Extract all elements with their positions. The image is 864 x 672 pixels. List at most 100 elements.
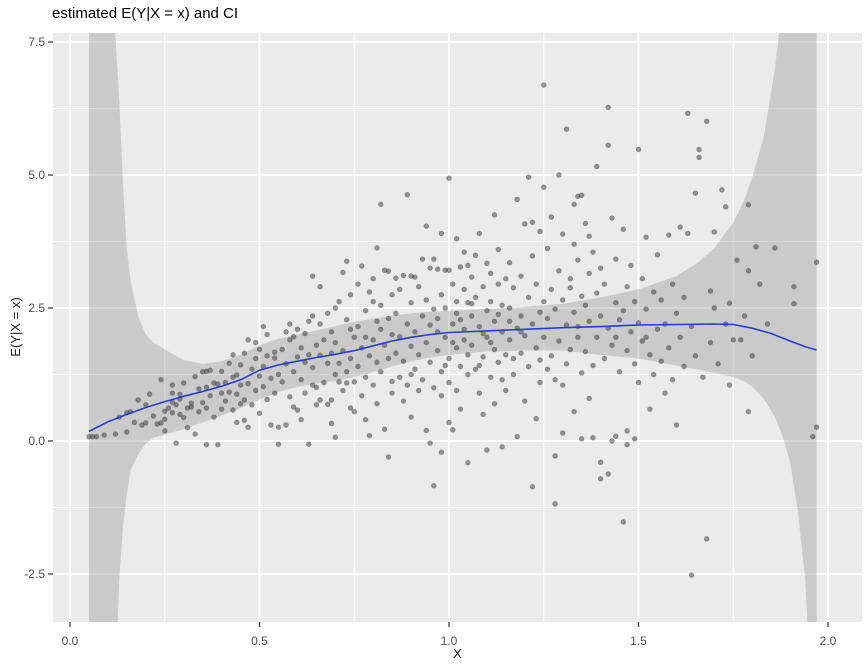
data-point xyxy=(343,369,350,375)
data-point xyxy=(514,433,520,440)
data-point xyxy=(234,419,240,426)
data-point xyxy=(567,285,574,291)
data-point xyxy=(647,406,653,412)
data-point xyxy=(283,422,289,428)
data-point xyxy=(624,428,630,434)
data-point xyxy=(541,298,547,305)
data-point xyxy=(510,285,517,291)
data-point xyxy=(431,385,437,391)
data-point xyxy=(465,460,471,466)
data-point xyxy=(745,268,752,274)
data-point xyxy=(650,371,657,378)
data-point xyxy=(347,326,354,333)
data-point xyxy=(567,275,574,282)
data-point xyxy=(700,374,706,380)
data-point xyxy=(726,382,733,388)
data-point xyxy=(415,352,422,358)
data-point xyxy=(234,372,240,378)
data-point xyxy=(252,355,259,362)
data-point xyxy=(419,313,426,319)
data-point xyxy=(438,291,445,298)
data-point xyxy=(431,256,437,262)
data-point xyxy=(317,397,323,403)
data-point xyxy=(279,379,285,385)
data-point xyxy=(396,286,403,293)
data-point xyxy=(613,334,619,341)
data-point xyxy=(313,402,320,408)
data-point xyxy=(313,342,320,348)
data-point xyxy=(408,414,414,420)
data-point xyxy=(529,321,536,327)
data-point xyxy=(491,346,498,353)
data-point xyxy=(324,401,331,408)
data-point xyxy=(249,366,255,372)
data-point xyxy=(378,369,384,375)
data-point xyxy=(192,373,198,380)
data-point xyxy=(264,353,270,359)
data-point xyxy=(468,274,475,280)
data-point xyxy=(609,438,615,444)
data-point xyxy=(461,337,467,343)
data-point xyxy=(510,355,517,362)
data-point xyxy=(332,305,339,311)
data-point xyxy=(446,355,452,362)
x-tick-label: 0.0 xyxy=(62,634,79,648)
data-point xyxy=(594,290,600,296)
data-point xyxy=(643,334,649,341)
data-point xyxy=(673,422,680,428)
data-point xyxy=(707,339,714,346)
data-point xyxy=(169,410,176,416)
data-point xyxy=(374,401,380,407)
data-point xyxy=(586,233,592,239)
data-point xyxy=(400,358,407,364)
data-point xyxy=(484,307,490,314)
chart-title: estimated E(Y|X = x) and CI xyxy=(52,5,239,22)
data-point xyxy=(385,315,392,322)
data-point xyxy=(396,374,403,380)
x-tick-label: 1.0 xyxy=(441,634,458,648)
data-point xyxy=(252,339,259,346)
data-point xyxy=(260,383,267,390)
data-point xyxy=(446,379,452,386)
data-point xyxy=(613,299,619,306)
data-point xyxy=(385,454,392,460)
data-point xyxy=(351,379,358,385)
grid-minor xyxy=(53,33,862,622)
data-point xyxy=(241,350,248,356)
data-point xyxy=(461,249,467,255)
data-point xyxy=(643,306,649,312)
ci-ribbon xyxy=(88,33,817,622)
data-point xyxy=(548,286,555,293)
data-point xyxy=(457,406,464,412)
data-point xyxy=(813,259,820,265)
y-tick-label: 5.0 xyxy=(28,168,45,182)
data-point xyxy=(287,321,293,327)
data-point xyxy=(529,219,536,226)
data-point xyxy=(556,268,562,274)
data-point xyxy=(256,373,263,379)
data-point xyxy=(370,382,376,388)
data-point xyxy=(279,346,285,353)
data-point xyxy=(188,404,195,410)
data-point xyxy=(313,384,320,391)
data-point xyxy=(711,305,718,311)
data-point xyxy=(537,228,543,235)
tick-marks xyxy=(48,41,829,627)
data-point xyxy=(230,352,236,358)
data-point xyxy=(677,334,683,341)
data-point xyxy=(328,397,335,403)
data-point xyxy=(453,236,460,242)
data-point xyxy=(294,407,301,413)
data-point xyxy=(427,265,433,271)
data-point xyxy=(237,401,244,407)
data-point xyxy=(571,241,577,247)
data-point xyxy=(203,405,210,411)
data-point xyxy=(487,374,494,380)
y-tick-label: 2.5 xyxy=(28,301,45,315)
data-point xyxy=(624,283,630,290)
data-point xyxy=(211,414,217,420)
data-point xyxy=(408,371,414,378)
data-point xyxy=(597,476,604,482)
data-point xyxy=(726,300,733,306)
data-point xyxy=(556,338,562,344)
